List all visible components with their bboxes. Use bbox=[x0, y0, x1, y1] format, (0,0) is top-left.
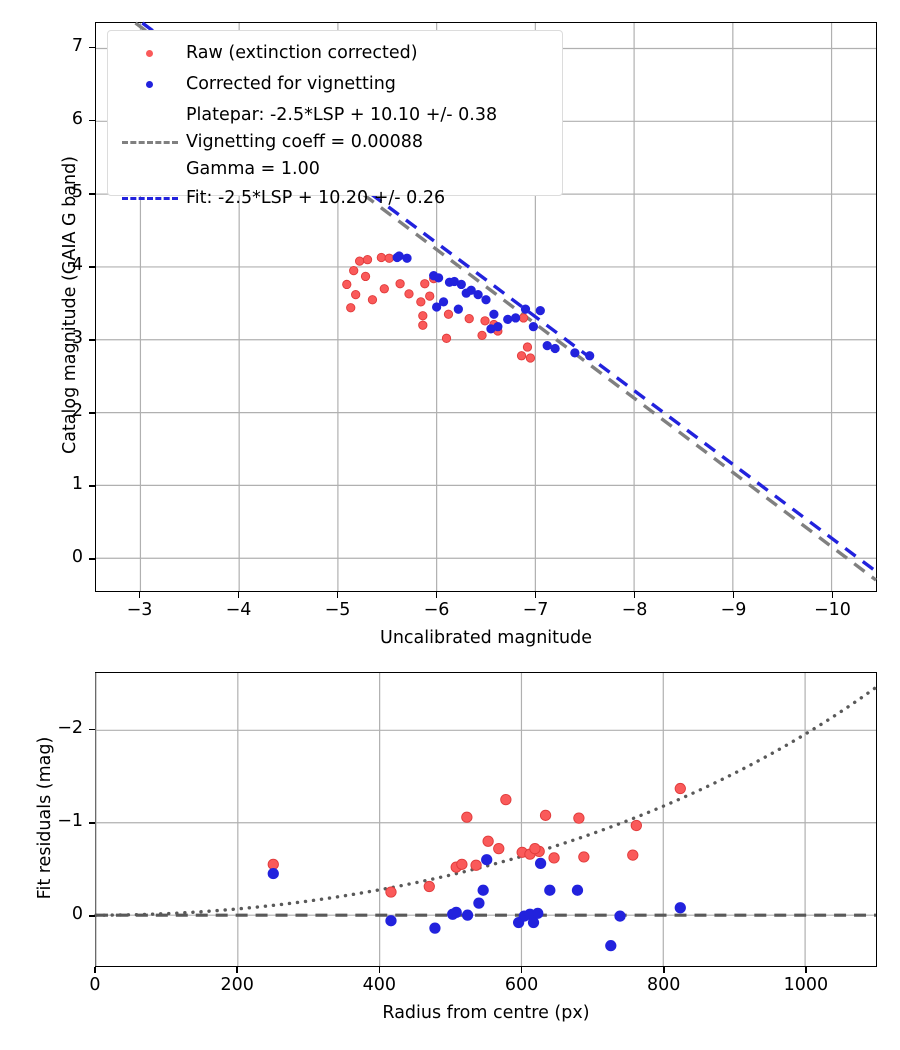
bottom-plot-x-tick: 600 bbox=[504, 975, 539, 995]
top-plot-x-tick-mark bbox=[237, 592, 240, 598]
bottom-plot-drawing-area bbox=[94, 673, 877, 966]
top-plot-y-tick-mark bbox=[89, 266, 95, 268]
top-plot-y-tick: 1 bbox=[71, 474, 83, 495]
top-plot-y-tick-mark bbox=[89, 192, 95, 195]
top-plot-y-tick-mark bbox=[89, 412, 95, 414]
top-plot-y-tick: 7 bbox=[71, 35, 83, 56]
bottom-plot-x-tick: 200 bbox=[220, 975, 254, 995]
legend-spacer bbox=[122, 159, 186, 179]
bottom-plot-y-tick-mark bbox=[89, 821, 95, 824]
bottom-plot-x-tick: 800 bbox=[647, 975, 681, 995]
top-plot-x-tick: −3 bbox=[126, 600, 153, 620]
top-plot-x-tick: −10 bbox=[813, 600, 851, 620]
legend-entry: Gamma = 1.00 bbox=[122, 159, 558, 183]
top-plot-x-tick-mark bbox=[435, 592, 438, 598]
top-plot-y-tick: 4 bbox=[71, 254, 83, 275]
bottom-plot-x-tick: 400 bbox=[362, 975, 397, 995]
legend-entry-label: Vignetting coeff = 0.00088 bbox=[186, 132, 424, 152]
legend-entry-label: Corrected for vignetting bbox=[186, 74, 396, 94]
legend-dot-icon bbox=[146, 50, 153, 57]
legend-dashed-line-icon bbox=[122, 188, 186, 208]
top-plot-x-tick-mark bbox=[534, 592, 537, 598]
bottom-plot-x-tick-mark bbox=[94, 967, 96, 973]
top-plot-x-tick: −6 bbox=[423, 600, 450, 620]
bottom-plot-x-tick: 1000 bbox=[783, 975, 829, 995]
bottom-plot-y-tick: 0 bbox=[71, 903, 83, 924]
bottom-plot-x-tick-mark bbox=[378, 967, 381, 973]
top-plot-x-tick: −8 bbox=[621, 600, 648, 620]
bottom-plot-x-axis-label: Radius from centre (px) bbox=[382, 1003, 590, 1023]
bottom-plot-y-tick: −1 bbox=[57, 810, 83, 831]
bottom-plot-x-tick-mark bbox=[805, 967, 807, 973]
legend-entry: Platepar: -2.5*LSP + 10.10 +/- 0.38 bbox=[122, 105, 558, 129]
legend-line-icon bbox=[122, 197, 178, 200]
legend-entry: Raw (extinction corrected) bbox=[122, 43, 558, 67]
legend-entry-label: Platepar: -2.5*LSP + 10.10 +/- 0.38 bbox=[186, 105, 498, 125]
fit-residuals-plot bbox=[94, 672, 877, 967]
top-plot-x-tick: −9 bbox=[720, 600, 747, 620]
legend-entry-label: Raw (extinction corrected) bbox=[186, 43, 418, 63]
top-plot-x-axis-label: Uncalibrated magnitude bbox=[380, 628, 592, 648]
top-plot-x-tick: −7 bbox=[522, 600, 549, 620]
top-plot-x-tick-mark bbox=[831, 592, 834, 598]
top-plot-y-tick-mark bbox=[89, 46, 95, 49]
bottom-plot-x-tick: 0 bbox=[89, 975, 101, 995]
legend-marker-icon bbox=[122, 74, 186, 94]
legend-entry-label: Fit: -2.5*LSP + 10.20 +/- 0.26 bbox=[186, 188, 446, 208]
top-plot-x-tick: −5 bbox=[324, 600, 351, 620]
bottom-plot-y-tick: −2 bbox=[57, 717, 83, 738]
top-plot-legend: Raw (extinction corrected) Corrected for … bbox=[107, 30, 563, 208]
legend-entry: Corrected for vignetting bbox=[122, 74, 558, 98]
top-plot-x-tick-mark bbox=[138, 592, 141, 598]
top-plot-x-tick-mark bbox=[732, 592, 735, 598]
legend-spacer bbox=[122, 105, 186, 125]
top-plot-x-tick-mark bbox=[336, 592, 339, 598]
top-plot-y-tick-mark bbox=[89, 485, 95, 487]
top-plot-x-tick: −4 bbox=[225, 600, 252, 620]
top-plot-y-tick-mark bbox=[89, 558, 95, 560]
top-plot-y-tick: 5 bbox=[71, 181, 83, 202]
bottom-plot-x-tick-mark bbox=[520, 967, 523, 973]
legend-entry: Fit: -2.5*LSP + 10.20 +/- 0.26 bbox=[122, 188, 558, 212]
bottom-plot-y-tick-mark bbox=[89, 728, 95, 731]
bottom-plot-x-tick-mark bbox=[662, 967, 665, 973]
legend-entry-label: Gamma = 1.00 bbox=[186, 159, 320, 179]
bottom-plot-x-tick-mark bbox=[236, 967, 238, 973]
legend-dot-icon bbox=[146, 81, 153, 88]
top-plot-y-tick: 6 bbox=[71, 108, 83, 129]
top-plot-y-tick: 2 bbox=[71, 400, 83, 421]
top-plot-y-tick-mark bbox=[89, 119, 95, 122]
top-plot-y-axis-label: Catalog magnitude (GAIA G band) bbox=[60, 155, 80, 455]
legend-marker-icon bbox=[122, 43, 186, 63]
legend-line-icon bbox=[122, 141, 178, 144]
legend-dashed-line-icon bbox=[122, 132, 186, 152]
top-plot-y-tick: 3 bbox=[71, 327, 83, 348]
legend-entry: Vignetting coeff = 0.00088 bbox=[122, 132, 558, 156]
bottom-plot-y-tick-mark bbox=[89, 915, 95, 917]
top-plot-x-tick-mark bbox=[633, 592, 636, 598]
top-plot-y-tick-mark bbox=[89, 339, 95, 341]
top-plot-y-tick: 0 bbox=[71, 547, 83, 568]
